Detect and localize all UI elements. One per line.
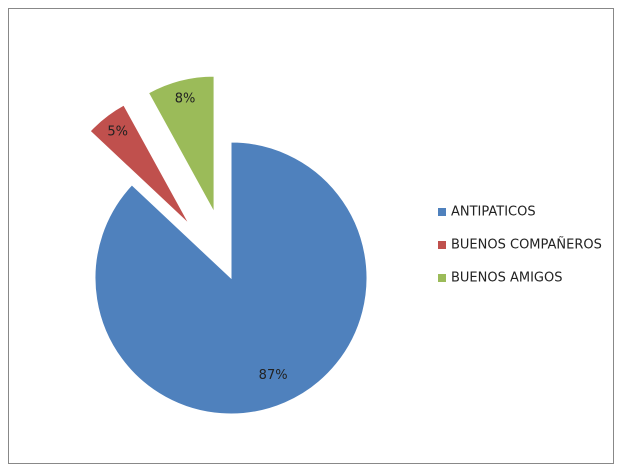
legend-swatch [438,274,446,282]
pie-slice [94,141,368,415]
legend-label: BUENOS AMIGOS [451,271,563,286]
legend-swatch [438,208,446,216]
legend-label: ANTIPATICOS [451,205,536,220]
legend-label: BUENOS COMPAÑEROS [451,237,602,253]
data-label: 8% [175,91,196,106]
legend-swatch [438,241,446,249]
data-label: 5% [107,124,128,139]
data-label: 87% [259,368,288,383]
pie-slice [147,75,215,213]
pie-slice [89,104,190,225]
